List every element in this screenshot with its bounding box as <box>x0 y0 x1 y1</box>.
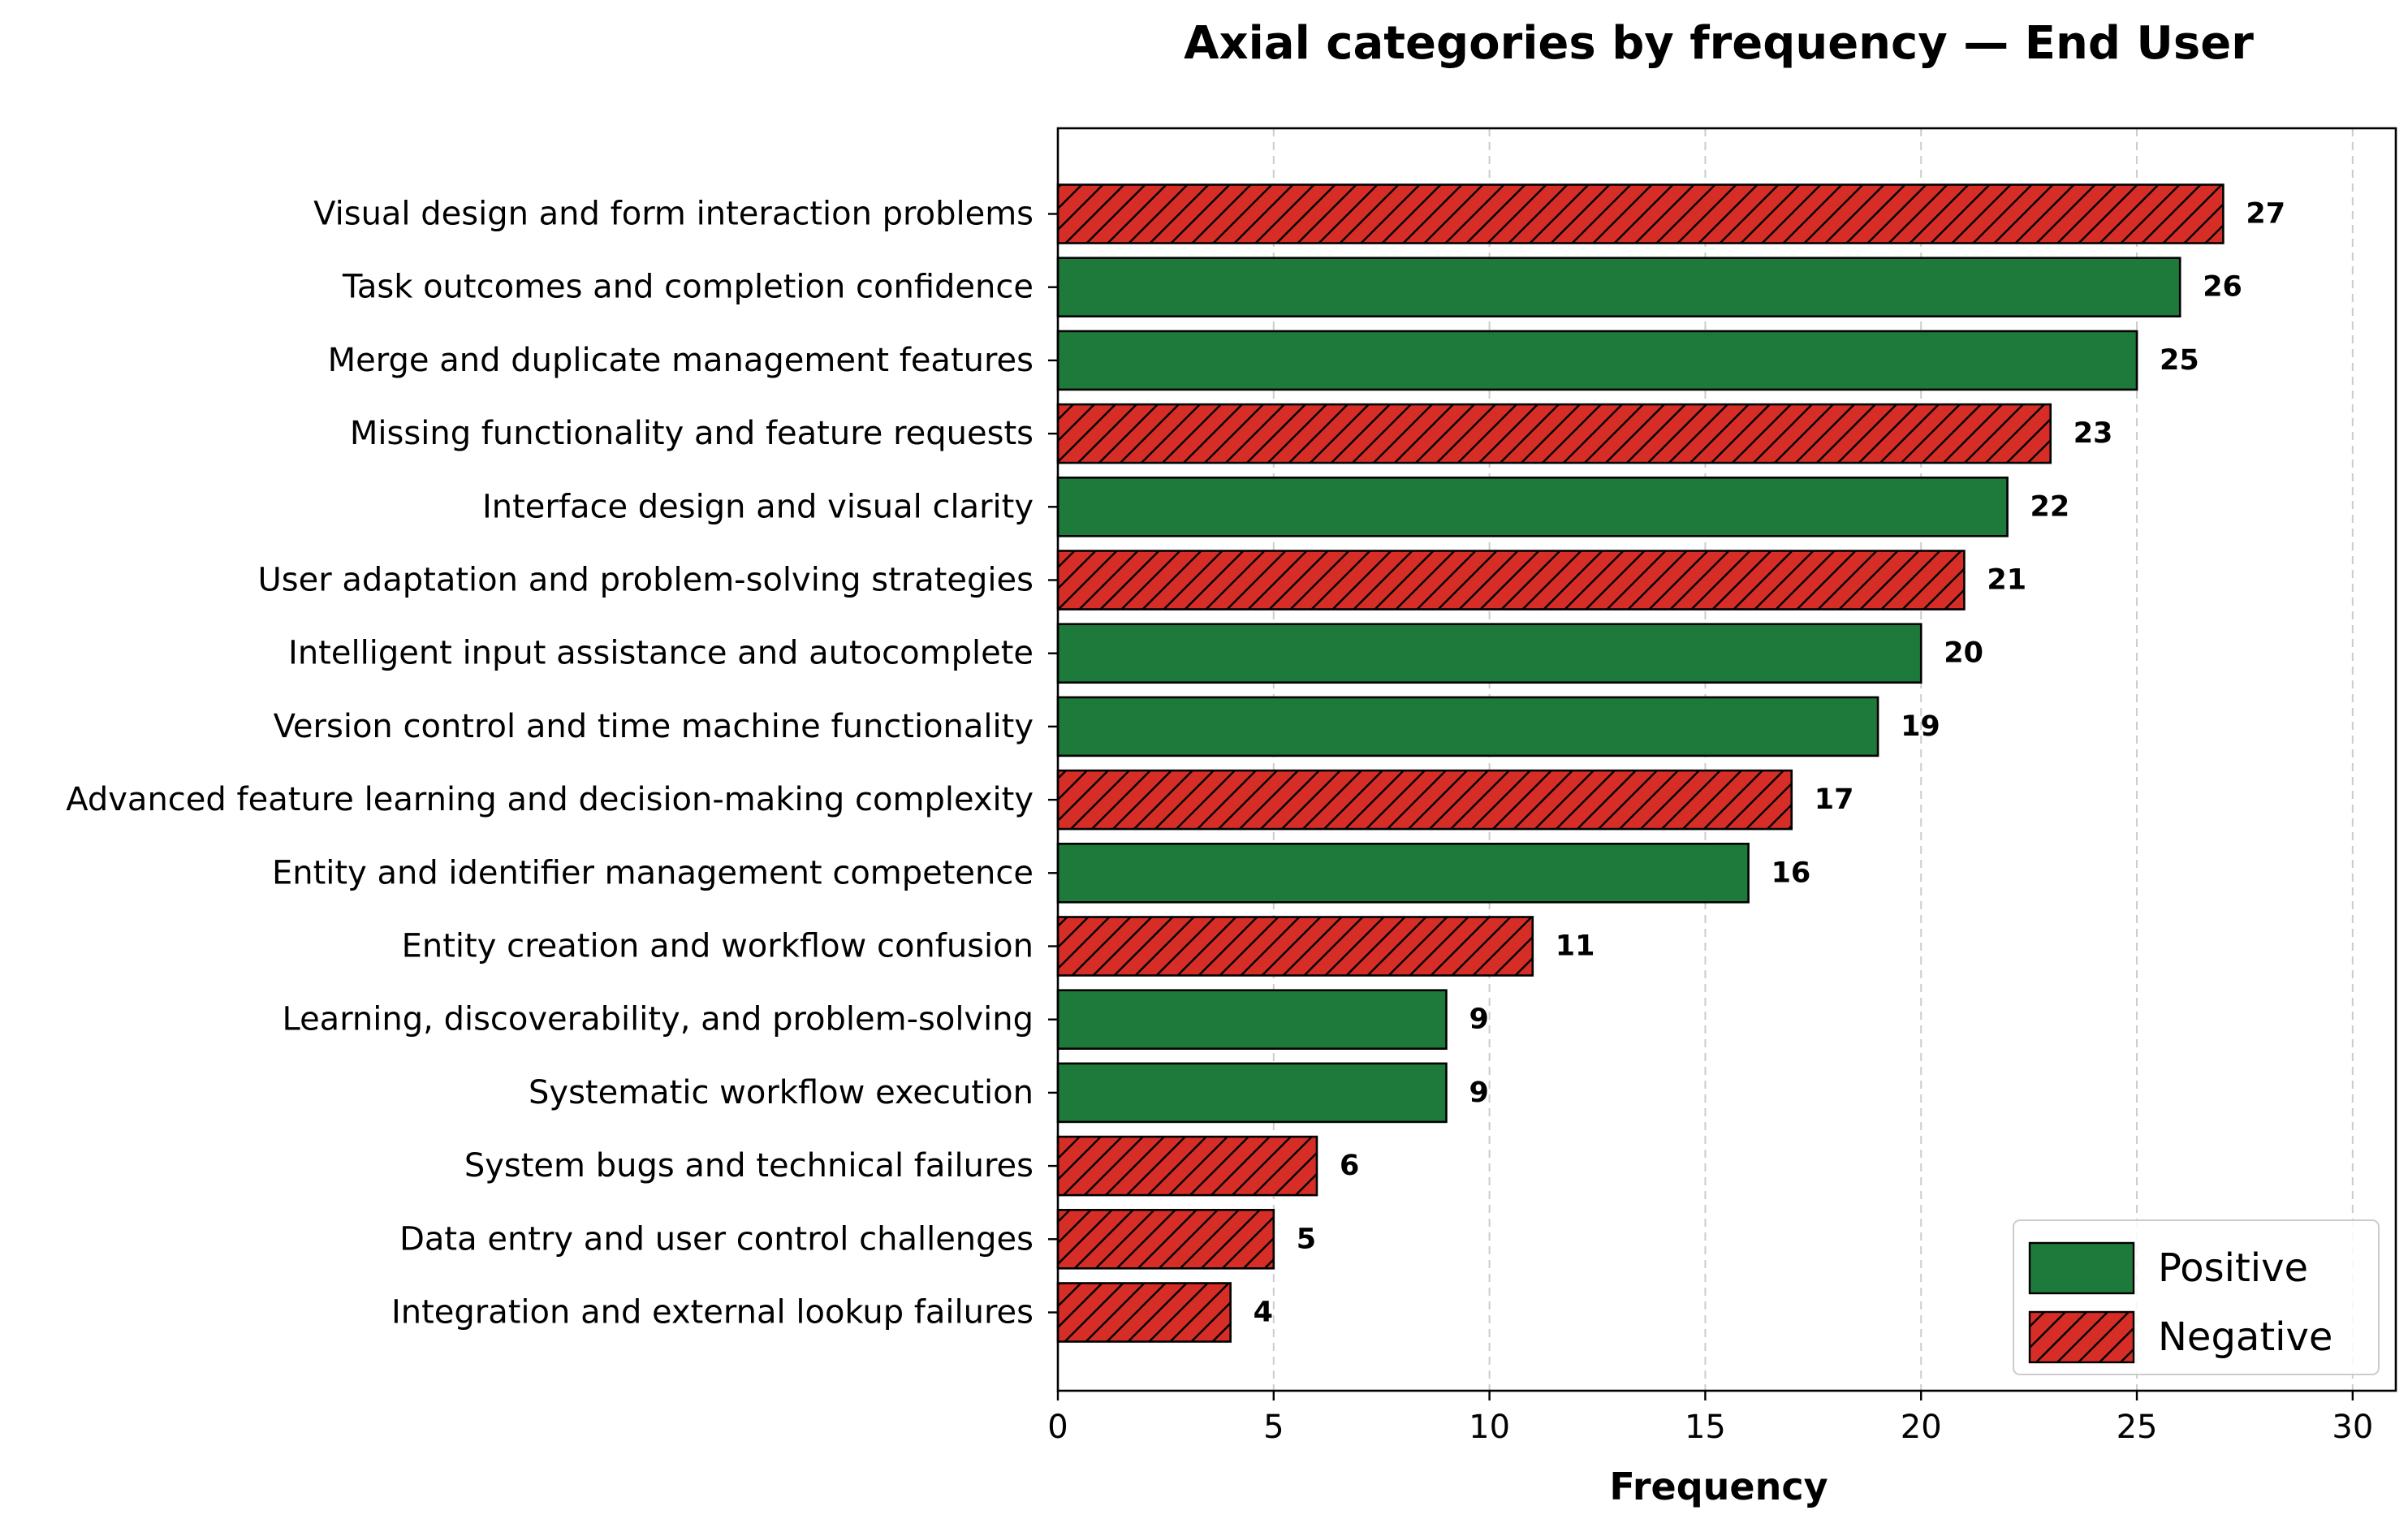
bar-positive <box>1056 696 1879 757</box>
data-label: 5 <box>1297 1223 1316 1255</box>
data-label: 6 <box>1340 1150 1359 1182</box>
bar-positive <box>1056 843 1750 904</box>
bar-negative <box>1056 183 2225 244</box>
x-tick-label: 5 <box>1263 1409 1284 1446</box>
legend-label: Positive <box>2158 1245 2308 1291</box>
bar-negative <box>1056 1209 1275 1270</box>
legend-label: Negative <box>2158 1314 2332 1360</box>
category-label: Merge and duplicate management features <box>328 342 1034 379</box>
legend-swatch-negative <box>2028 1310 2135 1364</box>
category-label: System bugs and technical failures <box>464 1147 1034 1185</box>
category-label: Advanced feature learning and decision-m… <box>66 781 1034 818</box>
category-label: User adaptation and problem-solving stra… <box>257 562 1034 599</box>
plot-frame <box>1056 127 2397 1392</box>
bar-positive <box>1056 330 2138 391</box>
data-label: 9 <box>1469 1077 1488 1109</box>
x-tick-label: 15 <box>1685 1409 1726 1446</box>
axis-layer: 0 5 10 15 20 25 30 <box>1047 127 2397 1446</box>
data-label: 20 <box>1944 637 1983 670</box>
data-label: 16 <box>1771 857 1811 889</box>
data-label: 17 <box>1815 783 1854 816</box>
category-label: Visual design and form interaction probl… <box>313 196 1034 233</box>
data-label: 21 <box>1987 564 2026 597</box>
legend: Positive Negative <box>2013 1219 2380 1375</box>
bar-negative <box>1056 550 1966 611</box>
bar-negative <box>1056 403 2052 464</box>
x-tick-label: 30 <box>2332 1409 2373 1446</box>
bar-negative <box>1056 1282 1232 1343</box>
category-label: Version control and time machine functio… <box>274 708 1034 745</box>
label-layer: Visual design and form interaction probl… <box>66 196 2285 1331</box>
bar-negative <box>1056 769 1793 831</box>
x-tick-label: 10 <box>1469 1409 1510 1446</box>
data-label: 22 <box>2030 490 2070 523</box>
x-axis-title: Frequency <box>1609 1465 1828 1508</box>
bar-positive <box>1056 1062 1448 1124</box>
chart-title: Axial categories by frequency — End User <box>1184 17 2254 70</box>
category-label: Intelligent input assistance and autocom… <box>288 635 1034 672</box>
category-label: Integration and external lookup failures <box>391 1294 1034 1331</box>
category-label: Task outcomes and completion confidence <box>342 269 1034 306</box>
category-label: Entity creation and workflow confusion <box>402 928 1034 965</box>
x-tick-label: 20 <box>1901 1409 1942 1446</box>
grid-layer <box>1057 128 2354 1391</box>
bar-negative <box>1056 916 1534 977</box>
bar-positive <box>1056 989 1448 1050</box>
x-tick-label: 25 <box>2117 1409 2158 1446</box>
category-label: Data entry and user control challenges <box>399 1220 1034 1258</box>
bar-positive <box>1056 476 2009 537</box>
bar-negative <box>1056 1135 1318 1197</box>
data-label: 27 <box>2246 198 2285 231</box>
data-label: 11 <box>1556 930 1595 963</box>
bar-layer <box>1056 183 2225 1343</box>
category-label: Missing functionality and feature reques… <box>350 415 1034 452</box>
data-label: 9 <box>1469 1003 1488 1036</box>
legend-swatch-positive <box>2028 1241 2135 1295</box>
data-label: 26 <box>2203 271 2242 304</box>
data-label: 23 <box>2074 417 2113 450</box>
bar-positive <box>1056 623 1923 684</box>
category-label: Learning, discoverability, and problem-s… <box>282 1001 1034 1038</box>
bar-positive <box>1056 257 2181 318</box>
data-label: 4 <box>1254 1297 1273 1329</box>
x-tick-label: 0 <box>1047 1409 1068 1446</box>
category-label: Interface design and visual clarity <box>482 488 1034 525</box>
category-label: Systematic workflow execution <box>529 1074 1034 1111</box>
data-label: 25 <box>2160 344 2199 377</box>
data-label: 19 <box>1901 710 1940 743</box>
category-label: Entity and identifier management compete… <box>272 854 1034 891</box>
